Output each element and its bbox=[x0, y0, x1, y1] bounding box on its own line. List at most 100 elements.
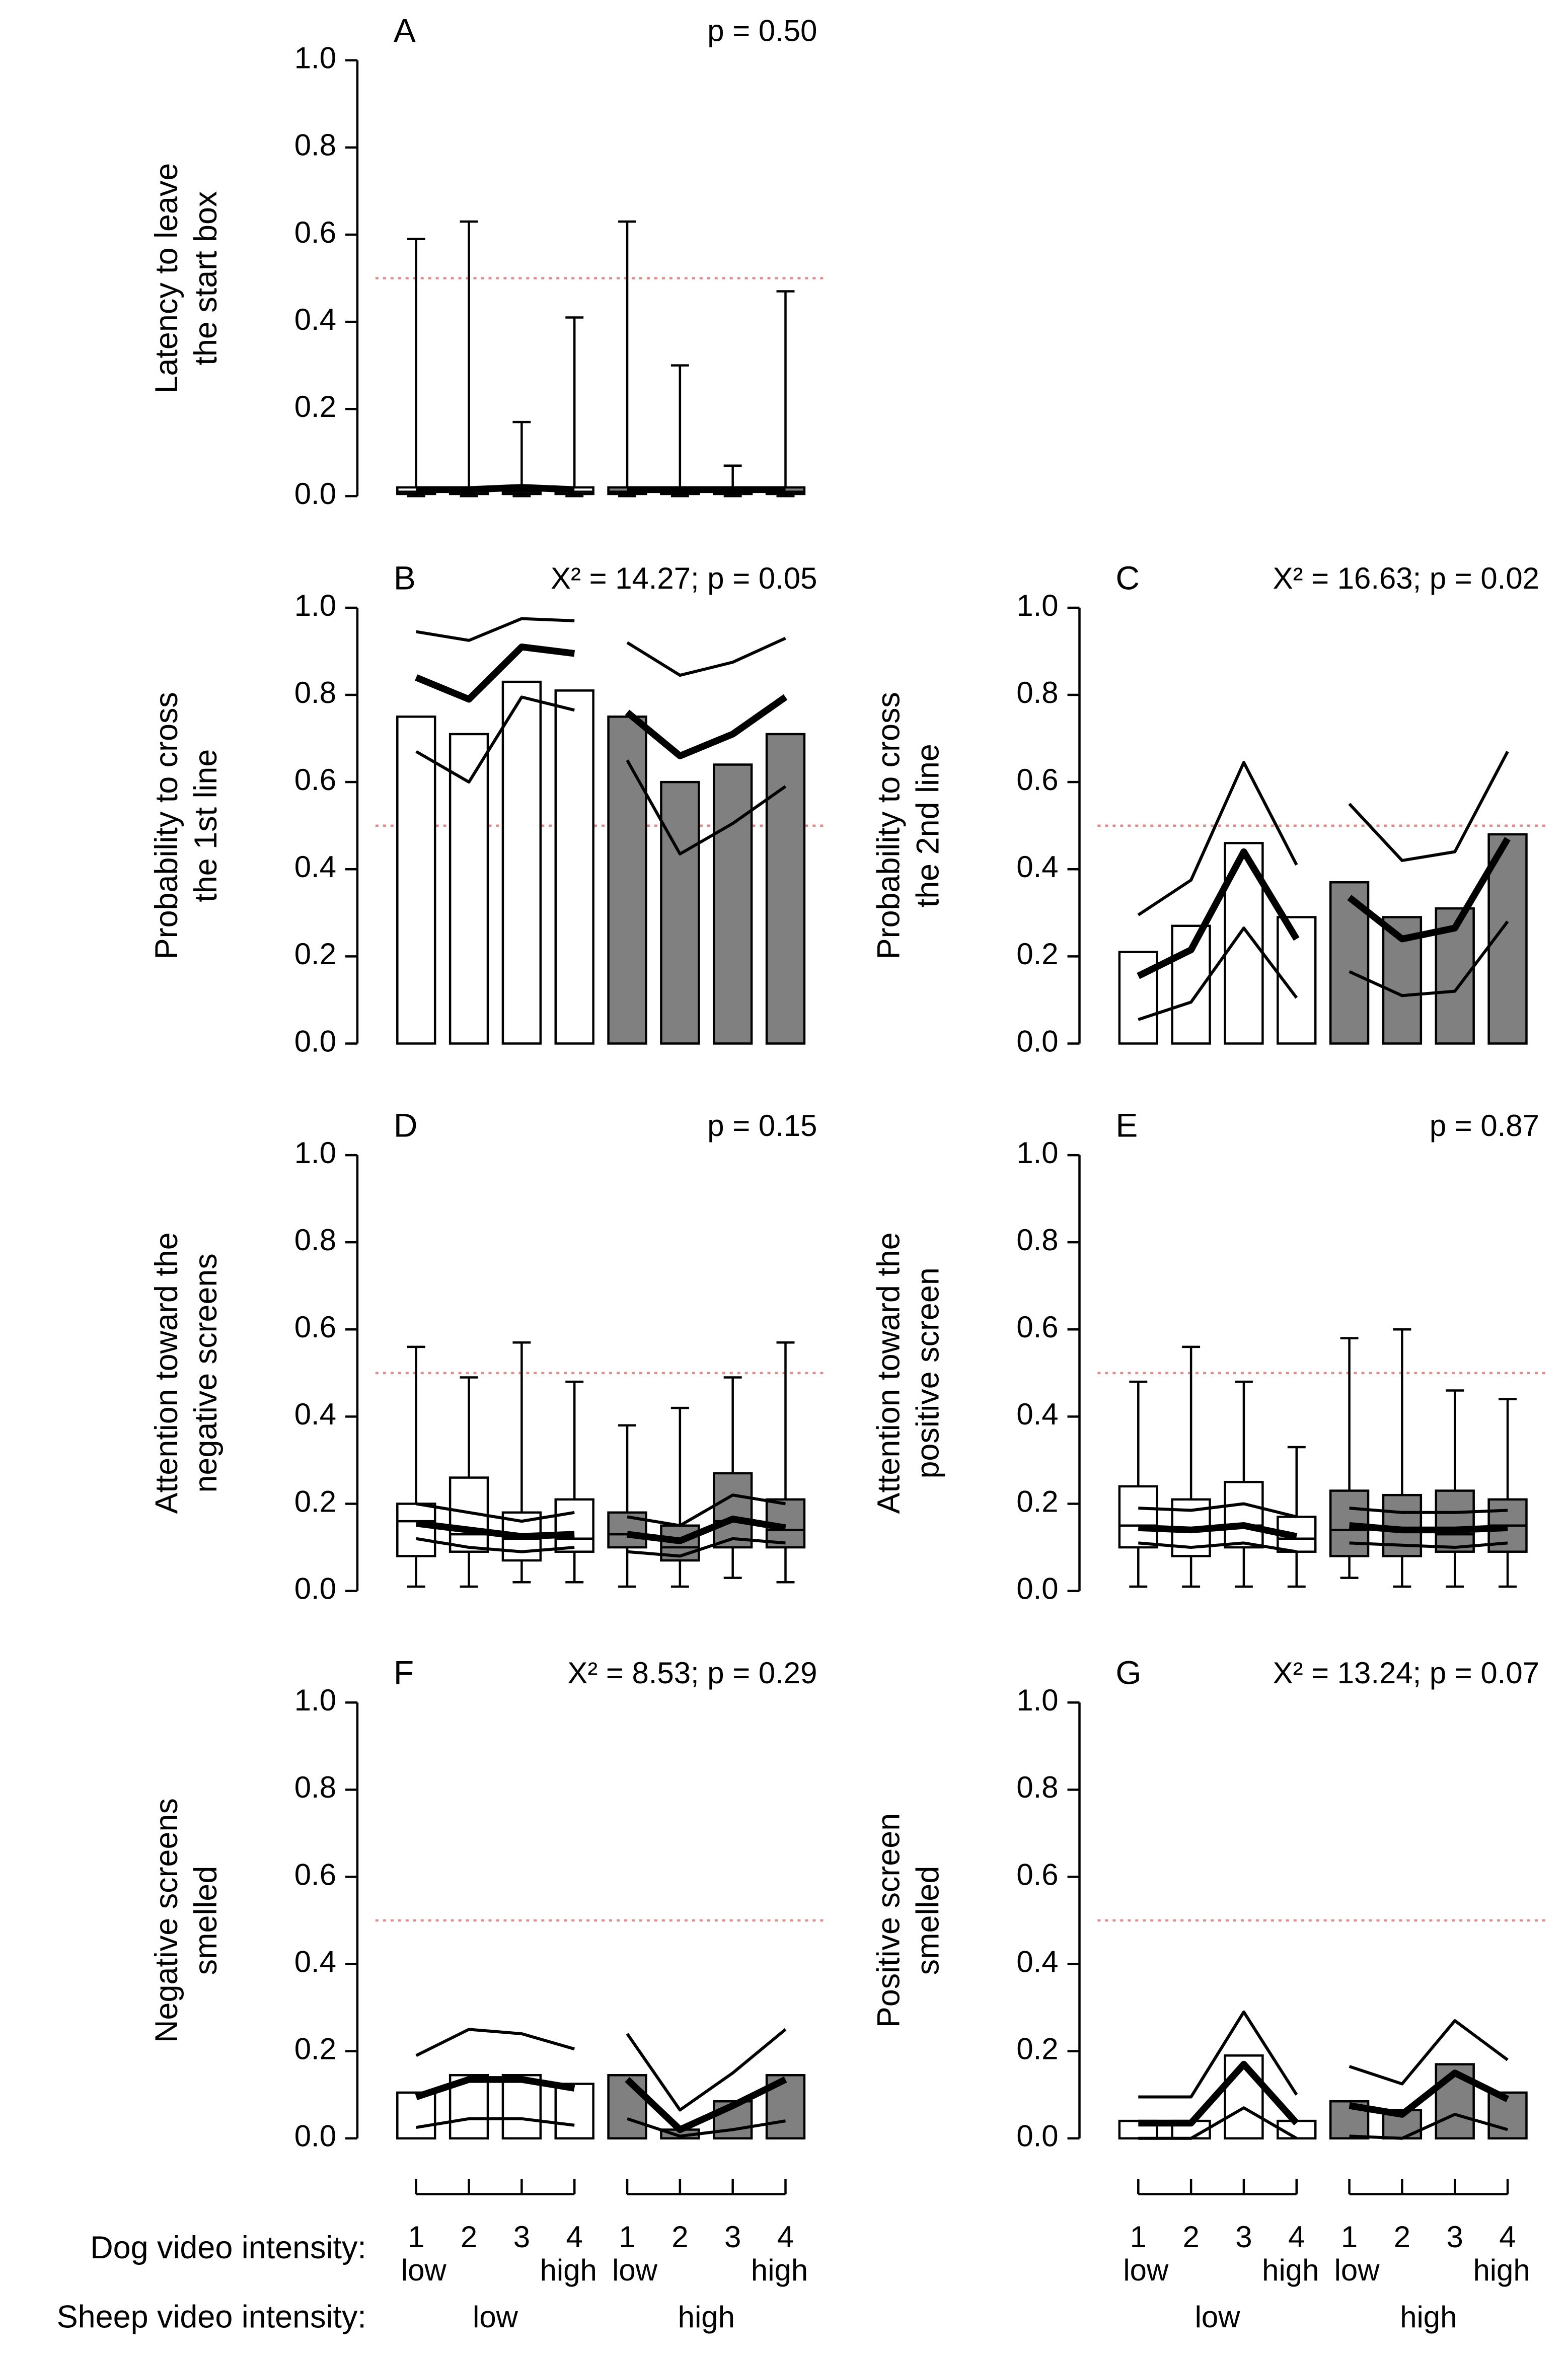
upper-line bbox=[1349, 2019, 1509, 2086]
y-tick-label: 0.8 bbox=[294, 1770, 336, 1804]
estimate-line bbox=[1349, 2069, 1510, 2118]
bar bbox=[396, 716, 436, 1045]
lower-line bbox=[1138, 926, 1298, 1021]
bar bbox=[607, 2074, 647, 2139]
y-tick-label: 0.6 bbox=[294, 216, 336, 249]
upper-line bbox=[1137, 761, 1298, 916]
y-tick-label: 1.0 bbox=[1016, 1136, 1058, 1170]
lower-line bbox=[416, 2117, 575, 2129]
dog-end: low bbox=[612, 2253, 658, 2287]
y-axis-label: smelled bbox=[911, 1866, 946, 1975]
y-axis-label: Probability to cross bbox=[871, 692, 907, 959]
stat-text: X² = 8.53; p = 0.29 bbox=[567, 1656, 817, 1690]
dog-level: 3 bbox=[724, 2220, 741, 2254]
sheep-level: low bbox=[473, 2300, 518, 2334]
lower-line bbox=[1349, 1541, 1508, 1549]
y-axis-label: negative screens bbox=[188, 1253, 223, 1492]
y-tick-label: 0.8 bbox=[1016, 676, 1058, 709]
y-tick-label: 0.4 bbox=[294, 1945, 336, 1978]
upper-line bbox=[1348, 751, 1509, 862]
bar bbox=[712, 763, 753, 1045]
stat-text: X² = 13.24; p = 0.07 bbox=[1273, 1656, 1539, 1690]
y-tick-label: 0.2 bbox=[294, 390, 336, 423]
box bbox=[1118, 1485, 1158, 1549]
dog-level: 1 bbox=[408, 2220, 424, 2254]
bar bbox=[554, 689, 594, 1045]
estimate-line bbox=[1138, 2060, 1299, 2127]
bar bbox=[501, 680, 542, 1045]
y-axis-label: Attention toward the bbox=[871, 1232, 907, 1514]
panel-label: F bbox=[394, 1654, 414, 1691]
y-tick-label: 0.6 bbox=[294, 1858, 336, 1891]
dog-level: 2 bbox=[461, 2220, 477, 2254]
lower-line bbox=[1349, 920, 1509, 997]
y-axis-label: the 2nd line bbox=[911, 744, 946, 907]
y-axis-label: smelled bbox=[188, 1866, 223, 1975]
y-tick-label: 0.2 bbox=[1016, 937, 1058, 971]
lower-line bbox=[626, 759, 787, 855]
y-tick-label: 0.8 bbox=[1016, 1223, 1058, 1257]
y-tick-label: 1.0 bbox=[294, 41, 336, 75]
panel-label: A bbox=[394, 12, 416, 49]
box bbox=[554, 1498, 594, 1553]
box bbox=[712, 1472, 753, 1549]
sheep-level: low bbox=[1195, 2300, 1241, 2334]
lower-line bbox=[1138, 2106, 1298, 2140]
y-tick-label: 0.6 bbox=[1016, 763, 1058, 797]
dog-end: low bbox=[1123, 2253, 1169, 2287]
estimate-line bbox=[1349, 1522, 1508, 1534]
dog-end: high bbox=[1473, 2253, 1530, 2287]
lower-line bbox=[627, 2117, 786, 2138]
y-tick-label: 0.8 bbox=[294, 128, 336, 162]
upper-line bbox=[415, 2028, 575, 2057]
upper-line bbox=[1138, 1502, 1297, 1519]
y-tick-label: 0.4 bbox=[1016, 850, 1058, 884]
dog-end: high bbox=[1262, 2253, 1319, 2287]
lower-line bbox=[1349, 2113, 1508, 2140]
panel-label: E bbox=[1115, 1107, 1138, 1144]
panel-label: D bbox=[394, 1107, 418, 1144]
bar bbox=[607, 716, 647, 1045]
box bbox=[1435, 1489, 1475, 1553]
dog-level: 4 bbox=[566, 2220, 583, 2254]
stat-text: p = 0.87 bbox=[1430, 1109, 1539, 1142]
stat-text: p = 0.15 bbox=[707, 1109, 817, 1142]
dog-end: low bbox=[1334, 2253, 1380, 2287]
y-tick-label: 0.4 bbox=[1016, 1397, 1058, 1431]
dog-level: 2 bbox=[1182, 2220, 1199, 2254]
box bbox=[765, 1498, 806, 1549]
bar bbox=[554, 2083, 594, 2139]
stat-text: p = 0.50 bbox=[707, 14, 817, 48]
y-tick-label: 0.0 bbox=[1016, 1572, 1058, 1605]
lower-line bbox=[627, 1537, 786, 1558]
bar bbox=[765, 733, 806, 1045]
y-axis-label: positive screen bbox=[911, 1267, 946, 1478]
dog-level: 1 bbox=[1130, 2220, 1147, 2254]
y-tick-label: 0.4 bbox=[1016, 1945, 1058, 1978]
lower-line bbox=[416, 1537, 575, 1553]
box bbox=[1224, 1480, 1264, 1549]
estimate-line bbox=[1138, 1522, 1298, 1540]
estimate-line bbox=[627, 1516, 786, 1544]
y-tick-label: 0.4 bbox=[294, 303, 336, 336]
y-tick-label: 0.0 bbox=[294, 2119, 336, 2153]
y-tick-label: 0.0 bbox=[1016, 2119, 1058, 2153]
upper-line bbox=[627, 1493, 786, 1527]
panel-label: G bbox=[1115, 1654, 1141, 1691]
panel-label: C bbox=[1115, 559, 1140, 596]
lower-line bbox=[415, 695, 575, 784]
upper-line bbox=[626, 2028, 787, 2112]
y-tick-label: 1.0 bbox=[294, 1683, 336, 1717]
bar bbox=[449, 733, 489, 1045]
dog-level: 3 bbox=[1447, 2220, 1463, 2254]
upper-line bbox=[416, 1502, 575, 1523]
upper-line bbox=[626, 636, 786, 677]
sheep-level: high bbox=[678, 2300, 735, 2334]
y-tick-label: 0.2 bbox=[1016, 1484, 1058, 1518]
y-tick-label: 0.0 bbox=[1016, 1024, 1058, 1058]
dog-level: 4 bbox=[1499, 2220, 1516, 2254]
y-tick-label: 0.0 bbox=[294, 477, 336, 511]
estimate-line bbox=[415, 1520, 575, 1540]
box bbox=[396, 1503, 436, 1557]
